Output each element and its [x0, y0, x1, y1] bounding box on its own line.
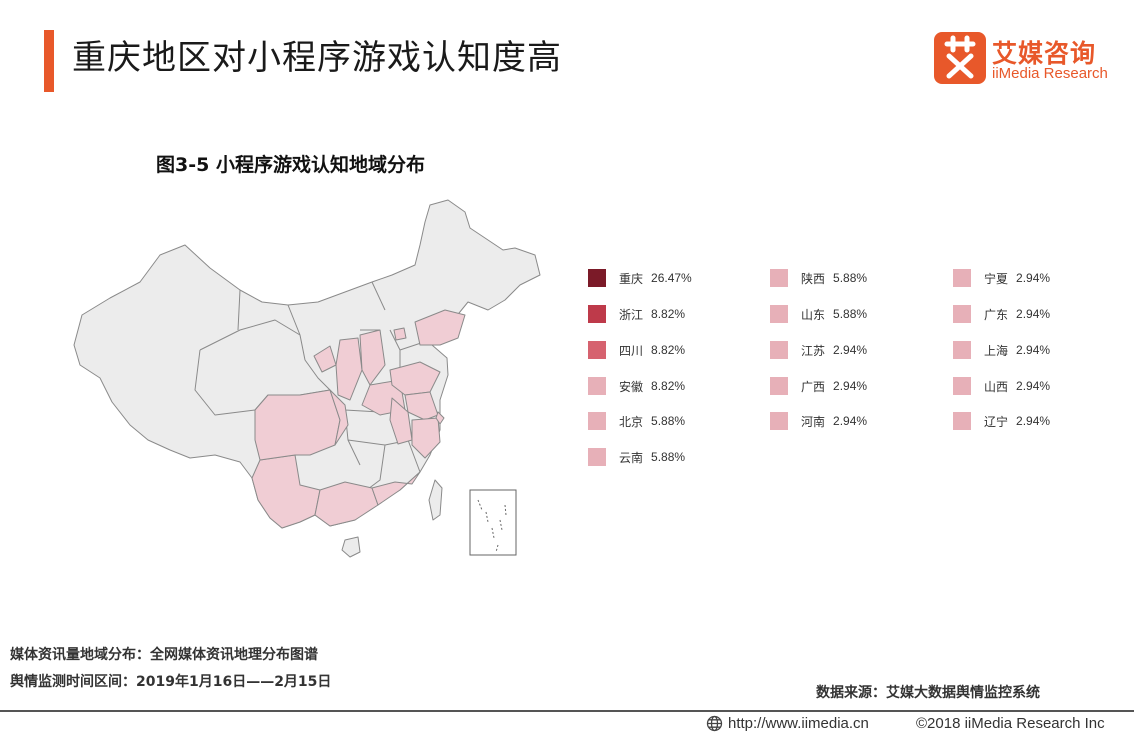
- figure-title: 图3-5 小程序游戏认知地域分布: [156, 154, 425, 176]
- legend-swatch: [588, 341, 606, 359]
- region-anhui: [389, 397, 413, 445]
- china-region-map: [73, 199, 541, 558]
- logo-mark-icon: [934, 32, 986, 84]
- legend-region: 浙江: [619, 307, 644, 322]
- legend-value: 5.88%: [833, 307, 868, 321]
- region-guangxi: [314, 481, 379, 527]
- legend-swatch: [953, 412, 971, 430]
- legend-swatch: [953, 377, 971, 395]
- legend-region: 广东: [984, 307, 1009, 322]
- legend-swatch: [588, 269, 606, 287]
- legend-item: 云南 5.88%: [588, 447, 685, 467]
- legend-region: 河南: [801, 414, 826, 429]
- logo-chinese-text: 艾媒咨询: [992, 39, 1097, 68]
- legend-value: 5.88%: [833, 271, 868, 285]
- note-media-distribution: 媒体资讯量地域分布：全网媒体资讯地理分布图谱: [10, 647, 318, 663]
- map-mainland-outline: [73, 199, 541, 529]
- brand-logo: 艾媒咨询 iiMedia Research: [934, 32, 1124, 88]
- legend-swatch: [770, 341, 788, 359]
- footer-url[interactable]: http://www.iimedia.cn: [706, 713, 869, 733]
- legend-region: 辽宁: [984, 414, 1009, 429]
- legend-item: 陕西 5.88%: [770, 268, 867, 288]
- region-hainan: [341, 536, 361, 558]
- legend-swatch: [953, 341, 971, 359]
- legend-swatch: [770, 412, 788, 430]
- legend-region: 重庆: [619, 271, 644, 286]
- legend-value: 2.94%: [833, 343, 868, 357]
- legend-swatch: [953, 269, 971, 287]
- legend-value: 5.88%: [651, 450, 686, 464]
- legend-region: 北京: [619, 414, 644, 429]
- legend-item: 江苏 2.94%: [770, 340, 867, 360]
- legend-region: 上海: [984, 343, 1009, 358]
- logo-english-text: iiMedia Research: [992, 65, 1108, 82]
- legend-region: 广西: [801, 379, 826, 394]
- region-shanxi: [359, 329, 386, 386]
- data-source: 数据来源：艾媒大数据舆情监控系统: [816, 685, 1040, 701]
- legend-item: 河南 2.94%: [770, 411, 867, 431]
- region-shanghai: [435, 411, 445, 425]
- legend-region: 山东: [801, 307, 826, 322]
- legend-swatch: [588, 412, 606, 430]
- legend-value: 8.82%: [651, 379, 686, 393]
- legend-value: 2.94%: [1016, 307, 1051, 321]
- legend-value: 5.88%: [651, 414, 686, 428]
- region-chongqing: [329, 389, 349, 446]
- map-province-borders: [194, 281, 431, 527]
- legend-value: 8.82%: [651, 307, 686, 321]
- legend-value: 2.94%: [1016, 379, 1051, 393]
- legend-value: 26.47%: [651, 271, 692, 285]
- legend-swatch: [953, 305, 971, 323]
- legend-item: 北京 5.88%: [588, 411, 685, 431]
- footer-copyright: ©2018 iiMedia Research Inc: [916, 714, 1105, 732]
- legend-region: 陕西: [801, 271, 826, 286]
- region-yunnan: [251, 454, 321, 529]
- footer-url-text[interactable]: http://www.iimedia.cn: [728, 714, 869, 732]
- legend-region: 江苏: [801, 343, 826, 358]
- footer-divider: [0, 710, 1134, 712]
- legend-item: 广西 2.94%: [770, 376, 867, 396]
- region-guangdong: [371, 471, 421, 506]
- legend-item: 宁夏 2.94%: [953, 268, 1050, 288]
- legend-item: 安徽 8.82%: [588, 376, 685, 396]
- region-zhejiang: [411, 417, 441, 459]
- region-liaoning: [414, 309, 466, 346]
- legend-item: 四川 8.82%: [588, 340, 685, 360]
- legend-region: 宁夏: [984, 271, 1009, 286]
- legend-value: 2.94%: [1016, 414, 1051, 428]
- legend-swatch: [588, 305, 606, 323]
- note-monitoring-period: 舆情监测时间区间：2019年1月16日——2月15日: [10, 674, 332, 690]
- region-ningxia: [313, 345, 337, 373]
- legend-swatch: [770, 269, 788, 287]
- legend-swatch: [770, 305, 788, 323]
- legend-item: 辽宁 2.94%: [953, 411, 1050, 431]
- legend-item: 广东 2.94%: [953, 304, 1050, 324]
- legend-item: 上海 2.94%: [953, 340, 1050, 360]
- page-title: 重庆地区对小程序游戏认知度高: [72, 38, 562, 78]
- legend-swatch: [588, 448, 606, 466]
- legend-value: 2.94%: [1016, 343, 1051, 357]
- legend-region: 四川: [619, 343, 644, 358]
- region-jiangsu: [404, 391, 439, 421]
- legend-value: 2.94%: [833, 379, 868, 393]
- legend-region: 云南: [619, 450, 644, 465]
- legend-item: 山东 5.88%: [770, 304, 867, 324]
- legend-item: 浙江 8.82%: [588, 304, 685, 324]
- legend-item: 重庆 26.47%: [588, 268, 692, 288]
- legend-value: 8.82%: [651, 343, 686, 357]
- globe-icon: [706, 715, 723, 732]
- south-china-sea-inset: [469, 489, 517, 556]
- title-accent-bar: [44, 30, 54, 92]
- legend-value: 2.94%: [833, 414, 868, 428]
- region-taiwan: [428, 479, 443, 521]
- legend-item: 山西 2.94%: [953, 376, 1050, 396]
- legend-region: 安徽: [619, 379, 644, 394]
- region-beijing: [393, 327, 407, 341]
- legend-swatch: [770, 377, 788, 395]
- legend-region: 山西: [984, 379, 1009, 394]
- legend-swatch: [588, 377, 606, 395]
- legend-value: 2.94%: [1016, 271, 1051, 285]
